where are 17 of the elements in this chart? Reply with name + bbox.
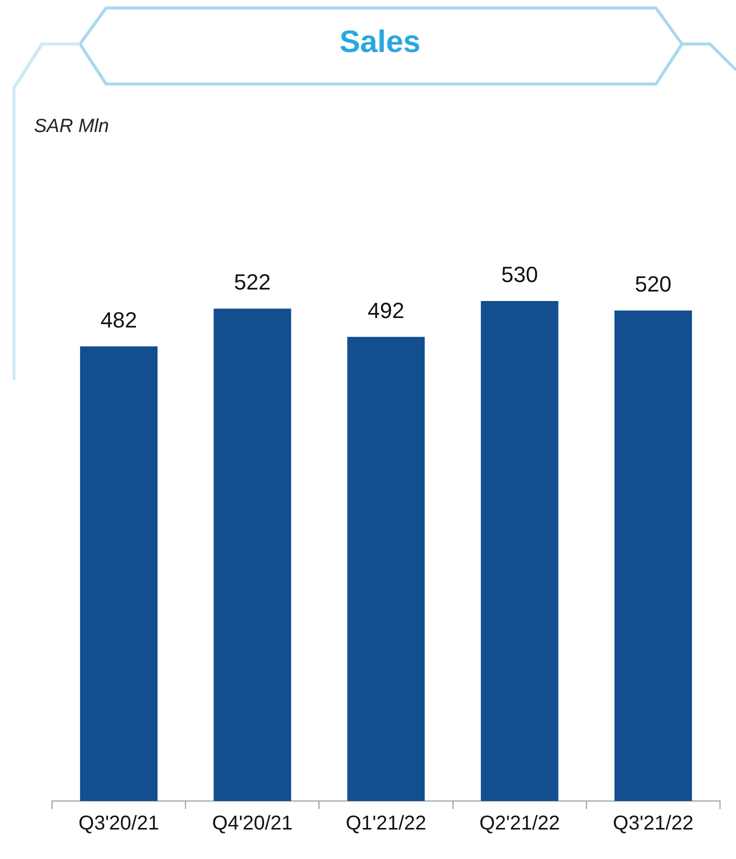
x-tick-label: Q3'21/22 bbox=[612, 812, 694, 835]
bar bbox=[347, 336, 425, 801]
x-tick-label: Q4'20/21 bbox=[212, 812, 293, 835]
x-tick-label: Q1'21/22 bbox=[346, 812, 426, 835]
data-label: 520 bbox=[634, 272, 672, 297]
bar bbox=[80, 346, 158, 801]
data-label: 482 bbox=[100, 307, 138, 332]
bar bbox=[480, 301, 558, 801]
bar bbox=[614, 310, 692, 801]
x-tick-label: Q3'20/21 bbox=[78, 812, 160, 835]
data-label: 530 bbox=[501, 262, 538, 288]
data-label: 492 bbox=[368, 298, 404, 323]
chart-title: Sales bbox=[338, 24, 422, 60]
text: SAR Mln bbox=[34, 116, 109, 138]
bar bbox=[214, 308, 292, 801]
x-tick-label: Q2'21/22 bbox=[479, 812, 560, 835]
data-label: 522 bbox=[234, 270, 271, 295]
